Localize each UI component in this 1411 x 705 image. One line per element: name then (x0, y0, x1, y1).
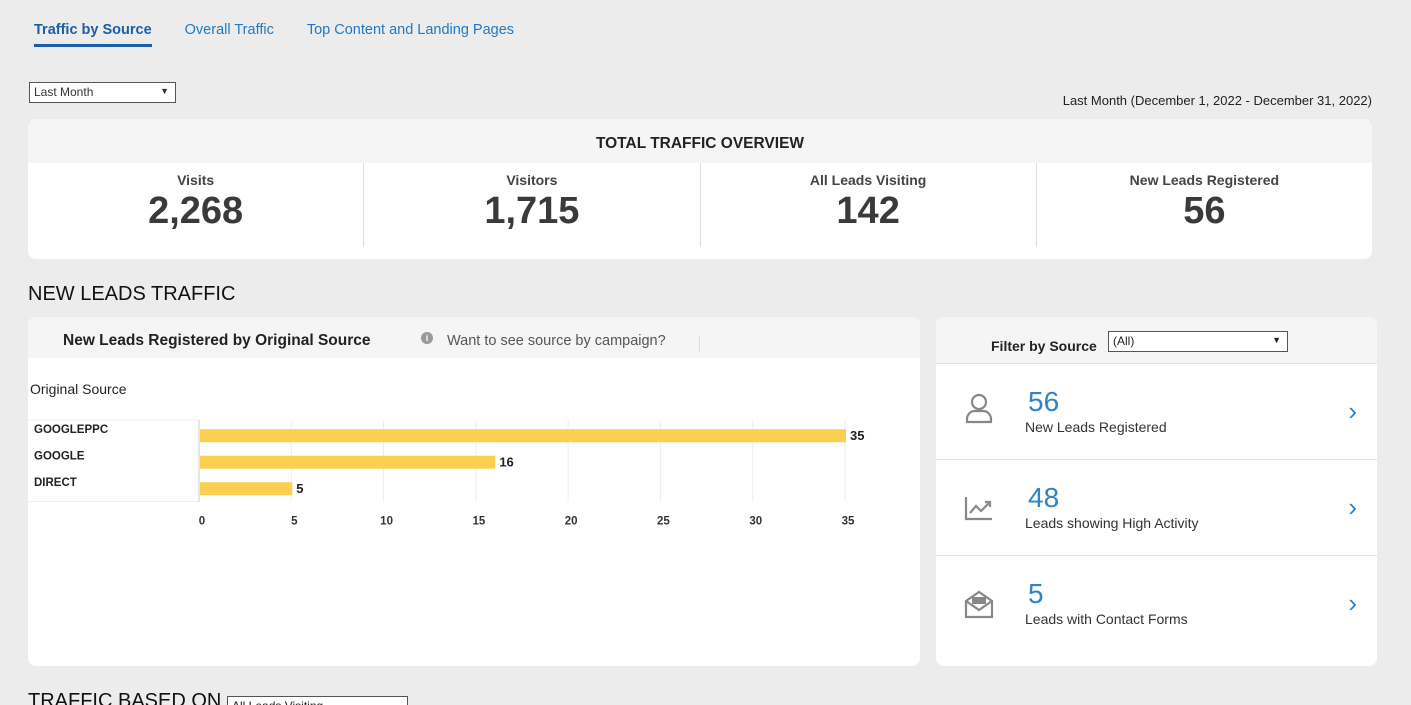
tab-traffic-by-source[interactable]: Traffic by Source (34, 22, 152, 47)
bar (200, 482, 293, 496)
category-label: GOOGLE (34, 450, 85, 462)
stat-label: Leads with Contact Forms (1025, 611, 1188, 627)
kpi-value: 1,715 (484, 190, 580, 232)
chevron-right-icon[interactable]: › (1348, 396, 1357, 426)
stat-value: 56 (1028, 386, 1060, 417)
chevron-right-icon[interactable]: › (1348, 492, 1357, 522)
stat-contact-forms[interactable]: 5 Leads with Contact Forms › (936, 555, 1377, 651)
axis-header: Original Source (30, 381, 127, 397)
total-traffic-overview: TOTAL TRAFFIC OVERVIEW Visits 2,268 Visi… (28, 119, 1372, 259)
data-label: 5 (296, 481, 303, 496)
x-tick-label: 15 (472, 516, 485, 528)
envelope-icon (964, 590, 994, 619)
chevron-right-icon[interactable]: › (1348, 588, 1357, 618)
stat-high-activity[interactable]: 48 Leads showing High Activity › (936, 459, 1377, 555)
bar (200, 429, 846, 443)
data-label: 16 (499, 454, 513, 469)
traffic-basis-dropdown[interactable]: All Leads Visiting (227, 696, 408, 705)
stat-label: New Leads Registered (1025, 419, 1167, 435)
stat-label: Leads showing High Activity (1025, 515, 1199, 531)
kpi-value: 142 (836, 190, 900, 232)
tab-top-content[interactable]: Top Content and Landing Pages (306, 22, 515, 38)
tab-overall-traffic[interactable]: Overall Traffic (184, 22, 274, 38)
stat-value: 5 (1028, 578, 1044, 609)
kpi-label: All Leads Visiting (809, 172, 927, 188)
x-tick-label: 10 (380, 516, 393, 528)
kpi-visits: Visits 2,268 (28, 163, 365, 247)
x-tick-label: 0 (199, 516, 205, 528)
bar-chart: GOOGLEPPC 35 GOOGLE 16 DIRECT 5 0 5 10 15 20 25 30 35 (28, 419, 864, 528)
campaign-link[interactable]: Want to see source by campaign? (447, 333, 666, 349)
person-icon (965, 393, 993, 424)
kpi-label: Visitors (506, 172, 558, 188)
period-dropdown[interactable]: Last Month ▼ (29, 82, 176, 103)
x-tick-label: 5 (291, 516, 298, 528)
data-label: 35 (850, 428, 864, 443)
bar (200, 455, 496, 469)
kpi-leads-visiting: All Leads Visiting 142 (701, 163, 1037, 247)
date-range-label: Last Month (December 1, 2022 - December … (1062, 93, 1372, 108)
category-label: GOOGLEPPC (34, 424, 108, 436)
section-title: NEW LEADS TRAFFIC (28, 283, 236, 305)
kpi-new-leads: New Leads Registered 56 (1037, 163, 1372, 247)
divider (699, 336, 700, 352)
info-icon[interactable]: i (421, 332, 433, 344)
bottom-section-title: TRAFFIC BASED ON (28, 690, 222, 705)
x-tick-label: 20 (565, 516, 578, 528)
kpi-label: New Leads Registered (1129, 172, 1280, 188)
category-label: DIRECT (34, 477, 77, 489)
kpi-value: 56 (1183, 190, 1226, 232)
new-leads-chart-panel: New Leads Registered by Original Source … (28, 317, 920, 666)
trend-chart-icon (964, 497, 992, 521)
overview-title: TOTAL TRAFFIC OVERVIEW (28, 119, 1372, 163)
source-filter-value: (All) (1113, 334, 1135, 348)
filter-panel: Filter by Source (All) ▼ 56 New Leads Re… (936, 317, 1377, 666)
kpi-label: Visits (177, 172, 215, 188)
caret-down-icon: ▼ (1272, 335, 1281, 345)
kpi-value: 2,268 (148, 190, 244, 232)
x-tick-label: 25 (657, 516, 670, 528)
x-tick-label: 30 (749, 516, 762, 528)
kpi-visitors: Visitors 1,715 (364, 163, 701, 247)
filter-label: Filter by Source (991, 338, 1097, 354)
tab-bar: Traffic by Source Overall Traffic Top Co… (34, 22, 547, 47)
caret-down-icon: ▼ (160, 86, 169, 96)
source-filter-dropdown[interactable]: (All) ▼ (1108, 331, 1288, 352)
period-dropdown-value: Last Month (34, 85, 94, 99)
x-tick-label: 35 (842, 516, 855, 528)
stat-value: 48 (1028, 482, 1060, 513)
chart-title: New Leads Registered by Original Source (63, 332, 371, 349)
stat-new-leads[interactable]: 56 New Leads Registered › (936, 363, 1377, 459)
